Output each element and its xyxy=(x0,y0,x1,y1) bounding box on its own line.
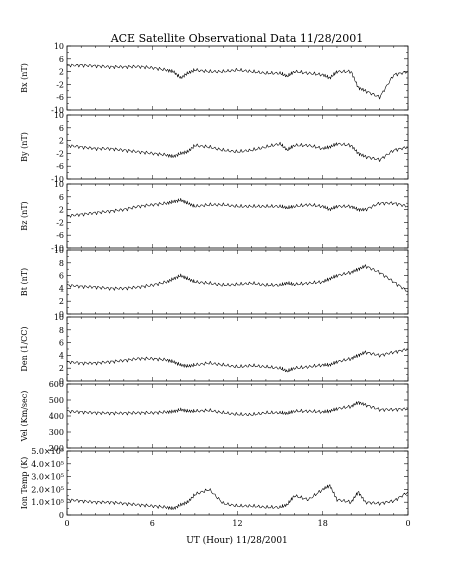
y-tick-label: -6 xyxy=(56,231,64,240)
y-tick-label: -2 xyxy=(56,80,64,89)
chart-panels: 10 6 2 -2 -6 -10 Bx (nT) 10 6 2 -2 -6 -10 By (nT) 10 6 2… xyxy=(20,42,411,528)
y-tick-label: -6 xyxy=(56,93,64,102)
y-tick-label: 600 xyxy=(49,380,64,389)
y-axis-label: Den (1/CC) xyxy=(20,326,29,371)
y-tick-label: 2 xyxy=(59,364,64,373)
y-tick-label: 10 xyxy=(54,111,64,120)
y-tick-label: 10 xyxy=(54,313,64,322)
panel-frame xyxy=(66,45,409,111)
panel-frame xyxy=(66,450,409,516)
y-tick-label: 8 xyxy=(59,326,64,335)
y-tick-label: 10 xyxy=(54,42,64,51)
x-tick-label: 0 xyxy=(405,519,410,528)
chart-title: ACE Satellite Observational Data 11/28/2… xyxy=(110,32,364,45)
panel-3: 10 6 2 -2 -6 -10 Bz (nT) xyxy=(20,180,409,253)
panel-frame xyxy=(66,183,409,249)
y-tick-label: 0 xyxy=(59,377,64,386)
panel-4: 10 8 6 4 2 0 Bt (nT) xyxy=(20,246,409,319)
y-tick-label: 2 xyxy=(59,297,64,306)
y-tick-label: 6 xyxy=(59,55,64,64)
y-tick-label: 4 xyxy=(59,284,64,293)
series-line xyxy=(66,198,409,218)
y-tick-label: -10 xyxy=(51,175,64,184)
y-axis-label: By (nT) xyxy=(20,132,29,162)
y-axis-label: Vel (Km/sec) xyxy=(20,391,29,443)
y-tick-label: 3.0×10⁵ xyxy=(31,473,64,482)
series-line xyxy=(66,348,409,373)
x-tick-label: 6 xyxy=(150,519,155,528)
y-tick-label: -10 xyxy=(51,106,64,115)
y-tick-label: 4.0×10⁵ xyxy=(31,460,64,469)
x-tick-label: 12 xyxy=(232,519,242,528)
y-tick-label: 500 xyxy=(49,396,64,405)
y-tick-label: 2.0×10⁵ xyxy=(31,485,64,494)
y-tick-label: 1.0×10⁵ xyxy=(31,498,64,507)
panel-5: 10 8 6 4 2 0 Den (1/CC) xyxy=(20,313,409,386)
y-tick-label: 6 xyxy=(59,124,64,133)
y-tick-label: -10 xyxy=(51,244,64,253)
panel-frame xyxy=(66,383,409,449)
panel-frame xyxy=(66,316,409,382)
series-line xyxy=(66,63,409,100)
y-tick-label: 10 xyxy=(54,180,64,189)
y-tick-label: 200 xyxy=(49,444,64,453)
x-axis-label: UT (Hour) 11/28/2001 xyxy=(186,535,288,546)
y-tick-label: 4 xyxy=(59,351,64,360)
y-axis-label: Bx (nT) xyxy=(20,63,29,93)
y-tick-label: 8 xyxy=(59,259,64,268)
panel-frame xyxy=(66,249,409,315)
y-tick-label: 2 xyxy=(59,68,64,77)
y-tick-label: -2 xyxy=(56,149,64,158)
y-tick-label: 6 xyxy=(59,193,64,202)
y-tick-label: 400 xyxy=(49,412,64,421)
y-tick-label: -2 xyxy=(56,218,64,227)
panel-6: 600 500 400 300 200 Vel (Km/sec) xyxy=(20,380,409,453)
series-line xyxy=(66,264,409,292)
y-axis-label: Bz (nT) xyxy=(20,201,29,230)
x-tick-label: 18 xyxy=(318,519,328,528)
panel-1: 10 6 2 -2 -6 -10 Bx (nT) xyxy=(20,42,409,115)
series-line xyxy=(66,401,409,416)
y-tick-label: 5.0×10⁵ xyxy=(31,447,64,456)
series-line xyxy=(66,141,409,162)
y-axis-label: Bt (nT) xyxy=(20,268,29,296)
panel-7: 5.0×10⁵ 4.0×10⁵ 3.0×10⁵ 2.0×10⁵ 1.0×10⁵ 0 Ion … xyxy=(20,447,409,520)
y-axis-label: Ion Temp (K) xyxy=(20,457,29,510)
y-tick-label: 6 xyxy=(59,272,64,281)
y-tick-label: 0 xyxy=(59,310,64,319)
y-tick-label: 0 xyxy=(59,511,64,520)
x-tick-label: 0 xyxy=(64,519,69,528)
y-tick-label: 2 xyxy=(59,137,64,146)
y-tick-label: 2 xyxy=(59,206,64,215)
panel-2: 10 6 2 -2 -6 -10 By (nT) xyxy=(20,111,409,184)
y-tick-label: 6 xyxy=(59,339,64,348)
y-tick-label: 10 xyxy=(54,246,64,255)
series-line xyxy=(66,484,409,510)
y-tick-label: -6 xyxy=(56,162,64,171)
panel-frame xyxy=(66,114,409,180)
y-tick-label: 300 xyxy=(49,428,64,437)
